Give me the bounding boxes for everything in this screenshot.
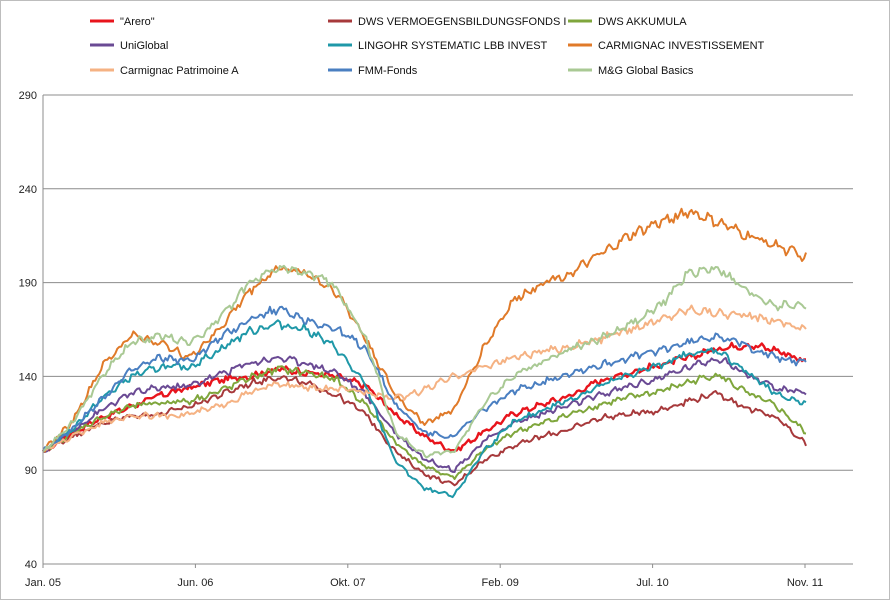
legend: "Arero" DWS VERMOEGENSBILDUNGSFONDS I DWS … — [90, 16, 765, 77]
y-tick-label: 90 — [25, 465, 37, 477]
series-lines — [41, 207, 807, 499]
legend-label: LINGOHR SYSTEMATIC LBB INVEST — [358, 40, 548, 52]
series-line — [41, 341, 806, 452]
legend-label: M&G Global Basics — [598, 65, 694, 77]
y-tick-label: 290 — [19, 90, 37, 102]
series-line — [42, 365, 807, 480]
series-line — [42, 264, 807, 459]
y-tick-label: 140 — [19, 371, 37, 383]
y-tick-label: 240 — [19, 184, 37, 196]
x-tick-label: Jan. 05 — [25, 577, 61, 589]
series-line — [42, 375, 807, 487]
grid-lines — [43, 94, 853, 471]
y-tick-label: 40 — [25, 559, 37, 571]
series-line — [42, 355, 807, 473]
x-tick-label: Feb. 09 — [482, 577, 519, 589]
legend-label: DWS VERMOEGENSBILDUNGSFONDS I — [358, 16, 566, 28]
y-tick-label: 190 — [19, 278, 37, 290]
legend-label: Carmignac Patrimoine A — [120, 65, 239, 77]
series-line — [42, 319, 807, 499]
x-axis-ticks: Jan. 05 Jun. 06 Okt. 07 Feb. 09 Jul. 10 Nov. … — [25, 564, 823, 589]
series-line — [42, 305, 807, 452]
y-axis-ticks: 40 90 140 190 240 290 — [19, 90, 37, 571]
legend-label: FMM-Fonds — [358, 65, 418, 77]
series-line — [42, 207, 807, 453]
axes — [42, 95, 853, 565]
x-tick-label: Okt. 07 — [330, 577, 365, 589]
legend-label: "Arero" — [120, 16, 155, 28]
legend-label: DWS AKKUMULA — [598, 16, 687, 28]
legend-label: CARMIGNAC INVESTISSEMENT — [598, 40, 765, 52]
x-tick-label: Jun. 06 — [177, 577, 213, 589]
x-tick-label: Nov. 11 — [787, 577, 823, 589]
x-tick-label: Jul. 10 — [636, 577, 668, 589]
series-line — [42, 304, 807, 453]
legend-label: UniGlobal — [120, 40, 168, 52]
